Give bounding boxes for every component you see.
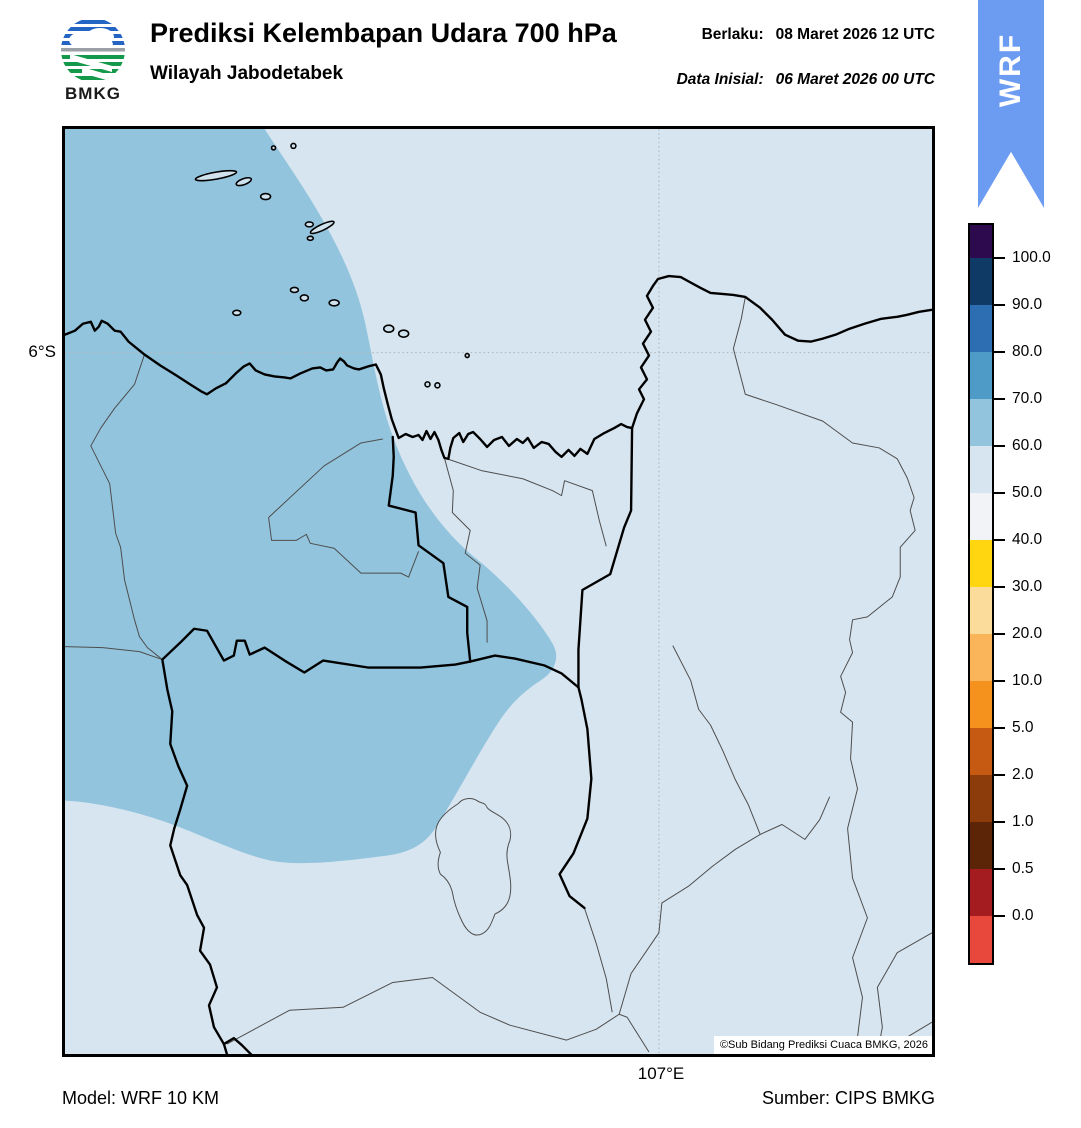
colorbar-segment (970, 258, 992, 305)
model-label: Model: WRF 10 KM (62, 1088, 220, 1108)
y-axis-label: 6°S (28, 342, 56, 361)
humidity-region-60-70 (65, 129, 557, 864)
colorbar-tick (994, 680, 1005, 683)
colorbar-segment (970, 225, 992, 258)
colorbar-tick (994, 821, 1005, 824)
colorbar-tick-label: 50.0 (1012, 484, 1043, 501)
province-boundaries (161, 426, 634, 1054)
source-label: Sumber: CIPS BMKG (761, 1088, 935, 1108)
colorbar-tick (994, 727, 1005, 730)
bmkg-logo-text: BMKG (65, 84, 121, 103)
colorbar-tick (994, 915, 1005, 918)
colorbar-segment (970, 540, 992, 587)
initial-label: Data Inisial: (676, 71, 764, 88)
colorbar-tick-label: 100.0 (1012, 249, 1051, 266)
colorbar-segment (970, 352, 992, 399)
colorbar-segment (970, 399, 992, 446)
colorbar-tick-label: 1.0 (1012, 813, 1034, 830)
colorbar-tick (994, 774, 1005, 777)
initial-value: 06 Maret 2026 00 UTC (775, 71, 935, 88)
colorbar-tick-label: 30.0 (1012, 578, 1043, 595)
colorbar-tick (994, 257, 1005, 260)
bmkg-logo-icon (61, 18, 125, 82)
colorbar-tick (994, 586, 1005, 589)
colorbar-segment (970, 634, 992, 681)
colorbar-tick-label: 20.0 (1012, 625, 1043, 642)
colorbar-tick-label: 90.0 (1012, 296, 1043, 313)
colorbar-tick (994, 539, 1005, 542)
colorbar-segment (970, 305, 992, 352)
colorbar-segment (970, 681, 992, 728)
colorbar-segment (970, 728, 992, 775)
colorbar-tick (994, 398, 1005, 401)
x-axis-label: 107°E (637, 1064, 685, 1083)
valid-value: 08 Maret 2026 12 UTC (775, 26, 935, 43)
colorbar-segment (970, 822, 992, 869)
enclave-boundary (435, 798, 512, 936)
colorbar-tick (994, 633, 1005, 636)
colorbar-segment (970, 775, 992, 822)
map-panel: ©Sub Bidang Prediksi Cuaca BMKG, 2026 (62, 126, 935, 1057)
islands (194, 142, 470, 389)
colorbar-tick-label: 5.0 (1012, 719, 1034, 736)
colorbar-tick (994, 304, 1005, 307)
colorbar-tick-label: 70.0 (1012, 390, 1043, 407)
map-canvas (65, 129, 932, 1054)
colorbar-tick-label: 40.0 (1012, 531, 1043, 548)
coastline (65, 274, 932, 461)
map-copyright: ©Sub Bidang Prediksi Cuaca BMKG, 2026 (713, 1036, 932, 1054)
colorbar-tick (994, 351, 1005, 354)
colorbar-segment (970, 587, 992, 634)
colorbar-tick (994, 445, 1005, 448)
valid-time: Berlaku: 08 Maret 2026 12 UTC (702, 26, 935, 44)
colorbar-tick-label: 2.0 (1012, 766, 1034, 783)
colorbar-segment (970, 869, 992, 916)
colorbar-tick (994, 492, 1005, 495)
colorbar-segment (970, 446, 992, 493)
valid-label: Berlaku: (701, 26, 764, 43)
colorbar-tick-label: 0.5 (1012, 860, 1034, 877)
colorbar-segment (970, 916, 992, 963)
colorbar-tick-label: 10.0 (1012, 672, 1043, 689)
colorbar-tick-label: 60.0 (1012, 437, 1043, 454)
page-title: Prediksi Kelembapan Udara 700 hPa (150, 18, 617, 48)
colorbar-tick-label: 0.0 (1012, 907, 1034, 924)
colorbar-tick (994, 868, 1005, 871)
initial-time: Data Inisial: 06 Maret 2026 00 UTC (677, 71, 935, 89)
colorbar-frame (968, 223, 994, 965)
graticule (65, 129, 932, 1054)
page-subtitle: Wilayah Jabodetabek (150, 63, 344, 84)
wrf-ribbon-label: WRF (994, 32, 1027, 108)
colorbar-segment (970, 493, 992, 540)
colorbar-tick-label: 80.0 (1012, 343, 1043, 360)
bmkg-logo: BMKG (58, 17, 128, 104)
wrf-ribbon: WRF (978, 0, 1044, 208)
